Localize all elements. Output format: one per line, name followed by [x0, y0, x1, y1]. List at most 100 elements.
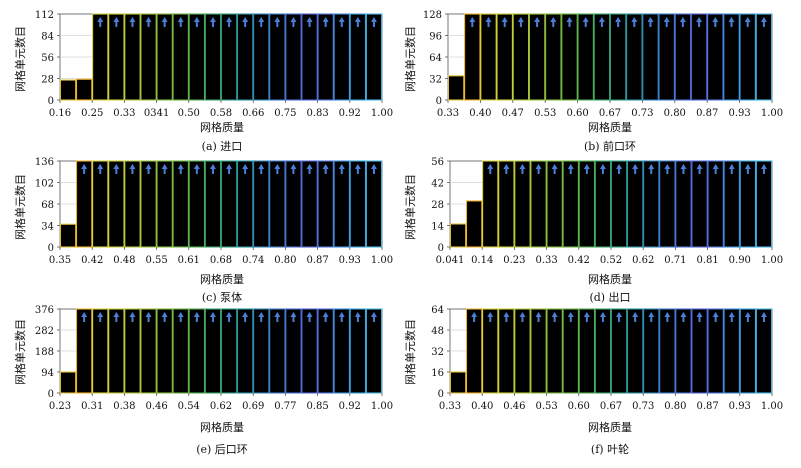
bar — [92, 308, 109, 394]
bar — [546, 160, 563, 248]
panel-e: 0 94 188 282 376 0.23 0.31 0.38 0.46 0.54 0.62 0.6… — [13, 305, 393, 456]
overflow-arrow-icon — [290, 164, 297, 174]
overflow-arrow-icon — [306, 17, 313, 27]
y-tick-label: 42 — [431, 179, 444, 190]
y-tick-label: 188 — [35, 347, 54, 358]
bar — [593, 13, 611, 101]
x-tick-label: 0.85 — [306, 401, 328, 412]
panel-c: 0 34 68 102 136 0.35 0.42 0.48 0.55 0.61 0.68 0.74… — [13, 157, 393, 304]
bar — [465, 200, 483, 248]
x-tick-label: 0.47 — [502, 108, 524, 119]
overflow-arrow-icon — [535, 164, 542, 174]
overflow-arrow-icon — [471, 312, 478, 322]
x-tick-label: 0.93 — [339, 255, 361, 266]
overflow-arrow-icon — [145, 17, 152, 27]
bar — [333, 160, 350, 248]
x-tick-label: 0.041 — [436, 255, 465, 266]
overflow-arrow-icon — [760, 164, 767, 174]
bar — [301, 160, 318, 248]
bar — [482, 308, 499, 394]
x-tick-label: 0.87 — [696, 108, 718, 119]
y-tick-label: 128 — [423, 10, 442, 21]
x-tick-label: 0.92 — [339, 108, 361, 119]
overflow-arrow-icon — [485, 17, 492, 27]
bar — [626, 13, 643, 101]
y-tick-label: 0 — [436, 96, 442, 107]
x-tick-label: 0.69 — [242, 401, 264, 412]
x-tick-label: 0.80 — [664, 108, 686, 119]
overflow-arrow-icon — [648, 312, 655, 322]
x-tick-label: 0.62 — [210, 401, 232, 412]
x-tick-label: 0.33 — [535, 255, 557, 266]
x-tick-label: 0.87 — [696, 401, 718, 412]
y-axis-label: 网格单元数目 — [13, 174, 27, 240]
x-tick-label: 0.71 — [664, 255, 686, 266]
x-tick-label: 0.35 — [49, 255, 71, 266]
y-tick-label: 102 — [35, 179, 54, 190]
bar — [59, 371, 77, 394]
x-axis-label: 网格质量 — [200, 120, 244, 134]
overflow-arrow-icon — [370, 17, 377, 27]
overflow-arrow-icon — [354, 17, 361, 27]
overflow-arrow-icon — [338, 164, 345, 174]
bar — [92, 160, 109, 248]
y-tick-label: 0 — [438, 389, 444, 400]
overflow-arrow-icon — [161, 312, 168, 322]
bar — [75, 308, 93, 394]
y-tick-label: 68 — [41, 200, 54, 211]
overflow-arrow-icon — [631, 17, 638, 27]
overflow-arrow-icon — [583, 164, 590, 174]
overflow-arrow-icon — [599, 312, 606, 322]
overflow-arrow-icon — [664, 164, 671, 174]
bar — [269, 13, 286, 101]
overflow-arrow-icon — [274, 17, 281, 27]
bar — [594, 308, 612, 394]
overflow-arrow-icon — [680, 312, 687, 322]
x-axis-label: 网格质量 — [200, 420, 244, 434]
caption-e: (e) 后口环 — [196, 443, 248, 456]
overflow-arrow-icon — [535, 312, 542, 322]
overflow-arrow-icon — [534, 17, 541, 27]
bar — [140, 160, 157, 248]
overflow-arrow-icon — [354, 164, 361, 174]
bar — [675, 308, 692, 394]
bar — [755, 308, 773, 394]
bar — [236, 13, 254, 101]
x-tick-label: 0.66 — [242, 108, 264, 119]
overflow-arrow-icon — [242, 164, 249, 174]
overflow-arrow-icon — [519, 164, 526, 174]
x-tick-label: 0.33 — [439, 401, 461, 412]
x-tick-label: 0.33 — [113, 108, 135, 119]
bar — [514, 160, 531, 248]
overflow-arrow-icon — [193, 17, 200, 27]
bar — [530, 308, 547, 394]
x-tick-label: 0.67 — [600, 401, 622, 412]
overflow-arrow-icon — [193, 312, 200, 322]
overflow-arrow-icon — [728, 164, 735, 174]
bar — [707, 160, 724, 248]
bar — [349, 13, 367, 101]
panel-b: 0 32 64 96 128 0.33 0.40 0.47 0.53 0.60 0.67 0.73 0… — [403, 10, 783, 153]
panel-f: 0 16 32 48 64 0.33 0.40 0.46 0.53 0.60 0.67 0.73 0.… — [403, 305, 783, 456]
bar — [449, 371, 467, 394]
overflow-arrow-icon — [209, 164, 216, 174]
bar — [530, 160, 547, 248]
bar — [108, 308, 125, 394]
bar — [156, 308, 173, 394]
bar — [690, 13, 708, 101]
overflow-arrow-icon — [370, 164, 377, 174]
overflow-arrow-icon — [209, 312, 216, 322]
bar — [626, 160, 644, 248]
bar — [236, 308, 254, 394]
overflow-arrow-icon — [226, 312, 233, 322]
x-tick-label: 0341 — [144, 108, 169, 119]
bar — [594, 160, 612, 248]
bar — [609, 13, 627, 101]
overflow-arrow-icon — [680, 164, 687, 174]
bar — [253, 160, 270, 248]
x-tick-label: 1.00 — [761, 255, 783, 266]
overflow-arrow-icon — [503, 312, 510, 322]
bar — [562, 160, 579, 248]
x-tick-label: 0.31 — [81, 401, 103, 412]
